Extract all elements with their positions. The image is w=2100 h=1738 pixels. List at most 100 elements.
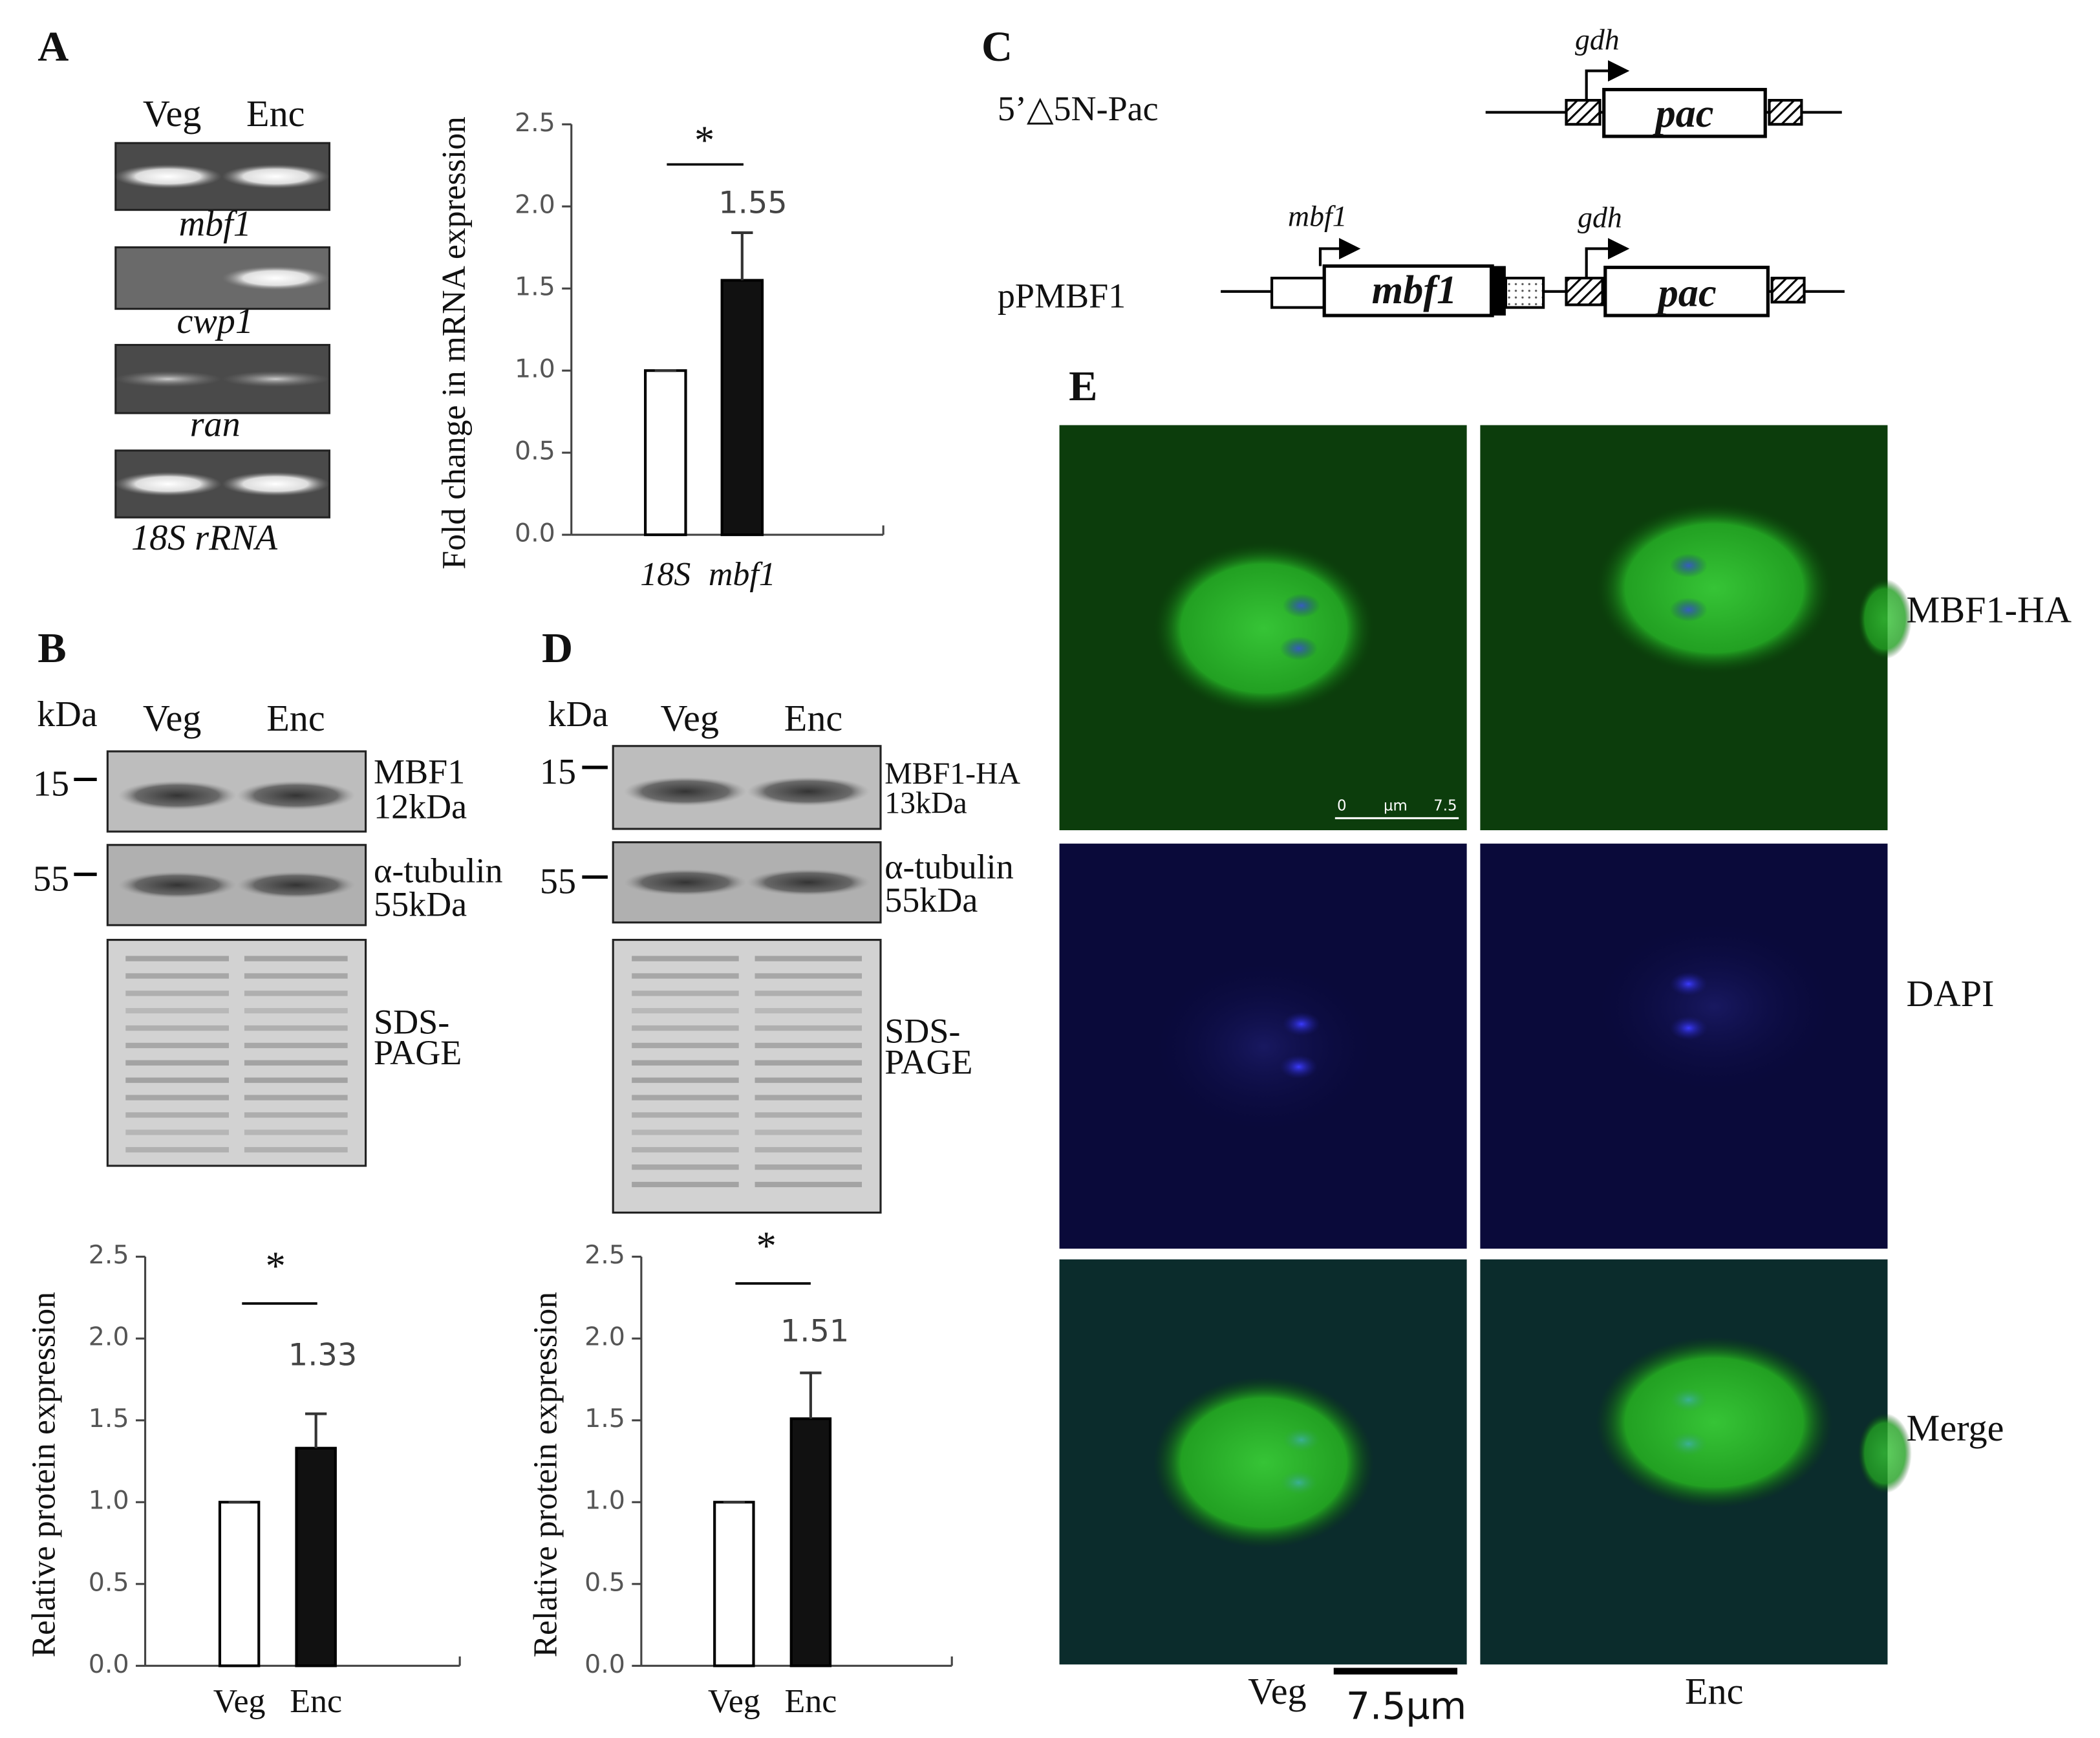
gel-stripe [125,1025,229,1031]
gel-band [222,266,330,290]
gene-label: pac [1655,271,1717,315]
inset-scale-label: 0 [1337,797,1347,814]
marker-label: 15 [33,764,69,804]
gel-stripe [632,1181,739,1188]
utr-box [1565,277,1604,306]
cell-outline [1596,921,1833,1093]
gel-stripe [125,1008,229,1014]
blot-band [236,872,356,899]
band-label: 13kDa [884,787,967,821]
significance-mark: * [756,1225,777,1269]
gel-stripe [244,1060,348,1066]
y-tick-label: 0.0 [584,1649,625,1679]
y-tick-label: 0.5 [89,1567,129,1597]
gel-stripe [632,1060,739,1066]
gel-stripe [632,1025,739,1031]
lane-label: Veg [143,697,202,739]
data-label: 1.33 [288,1338,357,1373]
bar [295,1446,337,1668]
marker-label: 15 [540,752,576,792]
gel-stripe [755,1130,862,1135]
utr-box [1504,277,1545,309]
nucleus [1669,1016,1708,1040]
lane-label: Enc [246,92,305,134]
y-tick-label: 2.5 [515,108,555,138]
band-label: PAGE [884,1042,972,1081]
gene-label: pac [1652,92,1713,136]
lane-label: Enc [266,697,325,739]
band-label: 55kDa [884,881,978,919]
utr-box [1768,99,1803,126]
gene-box [1322,264,1494,317]
unit-label: kDa [37,694,98,735]
gel-stripe [632,973,739,979]
nucleus [1669,1388,1708,1412]
marker-label: 55 [33,859,69,899]
nucleus [1669,1432,1708,1456]
bar [644,369,687,537]
cell-signal [1153,542,1375,714]
inset-scale-label: µm [1384,797,1408,814]
promoter-arrow [1585,238,1630,279]
cell-outline [1153,961,1375,1133]
x-tick-label: Enc [784,1683,837,1720]
gel-stripe [632,1130,739,1135]
column-label: Enc [1685,1670,1744,1712]
blot-band [118,780,237,811]
gel-stripe [755,1095,862,1100]
band-label: SDS- [884,1012,960,1051]
gel-stripe [755,1077,862,1083]
band-label: PAGE [374,1033,462,1072]
band-label: 12kDa [374,787,467,826]
gel-stripe [755,1164,862,1170]
gene-box [1602,87,1767,138]
gene-label: mbf1 [179,204,252,244]
gel-stripe [755,956,862,961]
gene-label: mbf1 [1372,268,1457,312]
construct-name: 5’△5N-Pac [998,89,1159,128]
gel-stripe [632,1112,739,1118]
gel-stripe [125,1112,229,1118]
gel-stripe [125,1095,229,1100]
y-tick-label: 2.0 [89,1322,129,1352]
gel-stripe [755,1060,862,1066]
utr-box [1770,277,1806,304]
gel-stripe [125,1130,229,1135]
nucleus [1282,594,1320,618]
marker-label: 55 [540,862,576,902]
gel-stripe [632,956,739,961]
unit-label: kDa [548,694,608,735]
gel-stripe [755,991,862,996]
gel-stripe [125,991,229,996]
blot-band [118,872,237,899]
cell-signal [1596,1336,1833,1508]
band-label: 55kDa [374,885,467,923]
gel-band [222,370,330,387]
row-label: Merge [1907,1407,2004,1449]
gel-band [114,471,222,497]
panel-letter: C [981,23,1012,70]
gel-stripe [632,1095,739,1100]
gene-label: gdh [1578,201,1622,234]
nucleus [1280,1055,1318,1079]
band-label: MBF1-HA [884,757,1020,791]
y-tick-label: 0.0 [89,1649,129,1679]
y-axis-label: Fold change in mRNA expression [436,116,473,570]
data-label: 1.55 [718,185,787,220]
gel-stripe [755,973,862,979]
gel-band [114,370,222,387]
gel-stripe [125,1147,229,1153]
blot-band [623,869,747,896]
panel-letter: E [1069,363,1097,410]
promoter-box [1270,277,1326,309]
y-tick-label: 1.0 [89,1486,129,1516]
gel-stripe [244,1077,348,1083]
gel-stripe [755,1147,862,1153]
gel-stripe [632,1042,739,1049]
nucleus [1282,1428,1320,1452]
gel-stripe [244,1147,348,1153]
inset-scale-label: 7.5 [1433,797,1457,814]
blot-band [623,777,747,806]
gene-label: 18S rRNA [131,518,278,558]
